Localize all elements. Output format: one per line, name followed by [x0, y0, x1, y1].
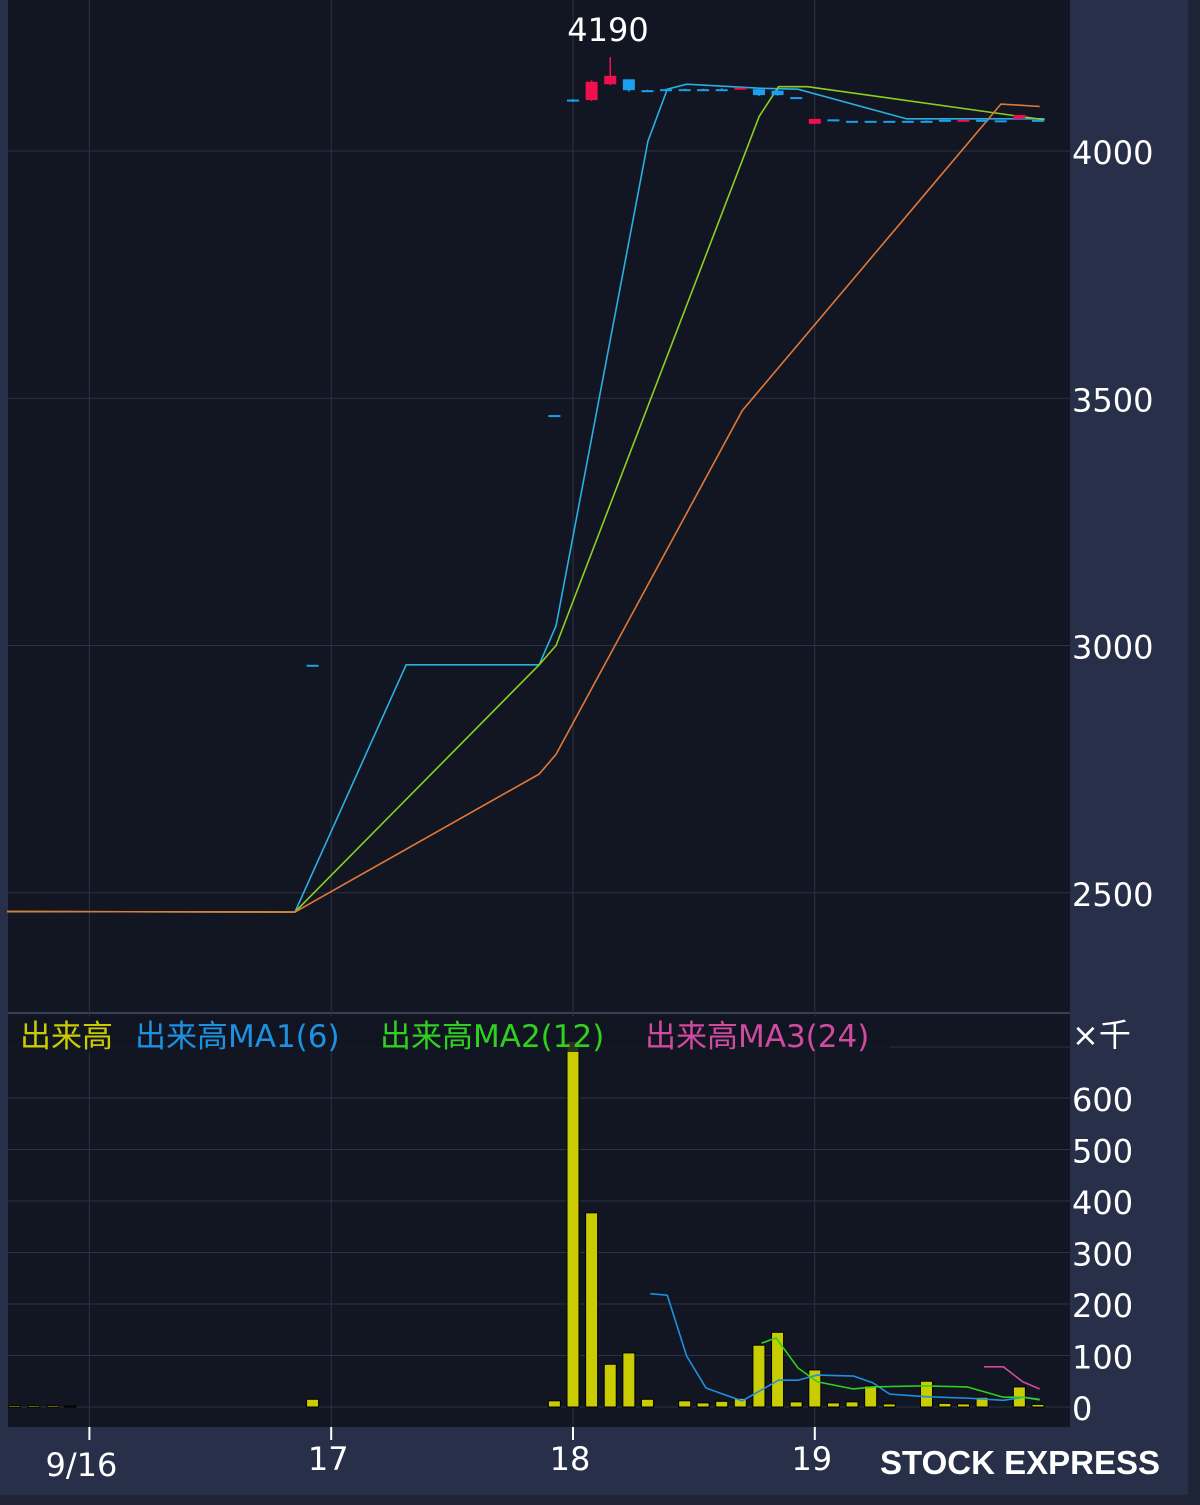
volume-bar [46, 1404, 60, 1408]
volume-bar [715, 1400, 729, 1408]
volume-unit-label: ×千 [1072, 1016, 1131, 1054]
candle-body [864, 120, 877, 123]
candles [306, 57, 1044, 667]
candle-body [604, 75, 617, 85]
volume-tick-label: 300 [1072, 1236, 1133, 1274]
volume-bar [789, 1401, 803, 1408]
volume-tick-label: 500 [1072, 1133, 1133, 1171]
date-tick-label: 19 [791, 1440, 832, 1478]
brand-logo: STOCK EXPRESS [880, 1444, 1160, 1481]
legend-item-volume: 出来高 [20, 1019, 113, 1055]
candle-body [827, 119, 840, 122]
volume-moving-averages [650, 1292, 1040, 1402]
volume-bar [808, 1369, 822, 1408]
volume-bar [622, 1352, 636, 1408]
candle-body [697, 89, 710, 92]
volume-bar [63, 1405, 77, 1408]
candle-body [957, 119, 970, 122]
candle-body [306, 664, 319, 667]
volume-bar [771, 1331, 785, 1408]
ma1-line [7, 83, 1045, 913]
price-plot-area [8, 0, 1070, 1013]
volume-bars [7, 1040, 1045, 1408]
candle-body [771, 90, 784, 96]
volume-bar [306, 1398, 320, 1408]
candle-body [660, 89, 673, 92]
date-tick-label: 17 [308, 1440, 349, 1478]
volume-bar [864, 1385, 878, 1408]
vol-ma3-line [984, 1366, 1040, 1390]
volume-bar [27, 1404, 41, 1408]
volume-bar [826, 1402, 840, 1408]
volume-tick-label: 200 [1072, 1287, 1133, 1325]
high-price-label: 4190 [567, 11, 648, 49]
candle-body [678, 89, 691, 92]
date-axis: 9/16 17 18 19 [45, 1427, 832, 1484]
volume-tick-label: 0 [1072, 1390, 1092, 1428]
candle-body [976, 119, 989, 122]
volume-bar [845, 1401, 859, 1408]
price-tick-label: 3500 [1072, 381, 1153, 419]
volume-tick-label: 400 [1072, 1184, 1133, 1222]
volume-bar [920, 1380, 934, 1408]
candle-body [752, 89, 765, 96]
candle-body [585, 81, 598, 101]
volume-axis: 600 500 400 300 200 100 0 [1072, 1081, 1133, 1428]
candle-body [846, 120, 859, 123]
candle-body [901, 120, 914, 123]
volume-tick-label: 100 [1072, 1339, 1133, 1377]
candle-body [641, 90, 654, 93]
candle-body [548, 415, 561, 418]
candle-body [622, 79, 635, 91]
vol-ma2-line [761, 1337, 1040, 1401]
ma2-line [7, 85, 1045, 913]
candle-body [1013, 114, 1026, 119]
volume-bar [1031, 1403, 1045, 1408]
legend-item-vol-ma2: 出来高MA2(12) [380, 1019, 604, 1055]
legend-item-vol-ma3: 出来高MA3(24) [645, 1019, 869, 1055]
vol-ma1-line [650, 1292, 1040, 1402]
volume-bar [938, 1402, 952, 1408]
candle-body [567, 99, 579, 102]
volume-bar [696, 1402, 710, 1408]
volume-bar [547, 1400, 561, 1408]
candle-body [734, 87, 747, 90]
price-tick-label: 2500 [1072, 876, 1153, 914]
volume-bar [566, 1040, 580, 1408]
candle-body [1031, 119, 1044, 122]
volume-bar [678, 1400, 692, 1408]
date-tick-label: 9/16 [45, 1446, 117, 1484]
volume-bar [975, 1396, 989, 1408]
volume-bar [585, 1212, 599, 1408]
candle-body [938, 119, 951, 122]
candle-body [994, 120, 1007, 123]
price-moving-averages [7, 83, 1045, 913]
candle-body [790, 97, 803, 100]
price-tick-label: 3000 [1072, 629, 1153, 667]
legend-item-vol-ma1: 出来高MA1(6) [135, 1019, 340, 1055]
grid [8, 0, 1070, 1427]
volume-bar [7, 1404, 21, 1408]
price-axis: 4000 3500 3000 2500 [1072, 134, 1153, 914]
candle-body [808, 118, 821, 124]
candle-body [920, 120, 933, 123]
legend-background [8, 1016, 890, 1052]
volume-bar [733, 1397, 747, 1408]
ma3-line [7, 103, 1040, 913]
candle-body [715, 89, 728, 92]
date-tick-label: 18 [550, 1440, 591, 1478]
volume-bar [882, 1403, 896, 1408]
volume-plot-area [8, 1013, 1070, 1427]
volume-bar [640, 1398, 654, 1408]
volume-bar [603, 1363, 617, 1408]
legend: 出来高 出来高MA1(6) 出来高MA2(12) 出来高MA3(24) [20, 1019, 869, 1055]
candle-body [883, 120, 896, 123]
price-tick-label: 4000 [1072, 134, 1153, 172]
volume-bar [752, 1344, 766, 1408]
volume-tick-label: 600 [1072, 1081, 1133, 1119]
volume-bar [957, 1403, 971, 1408]
